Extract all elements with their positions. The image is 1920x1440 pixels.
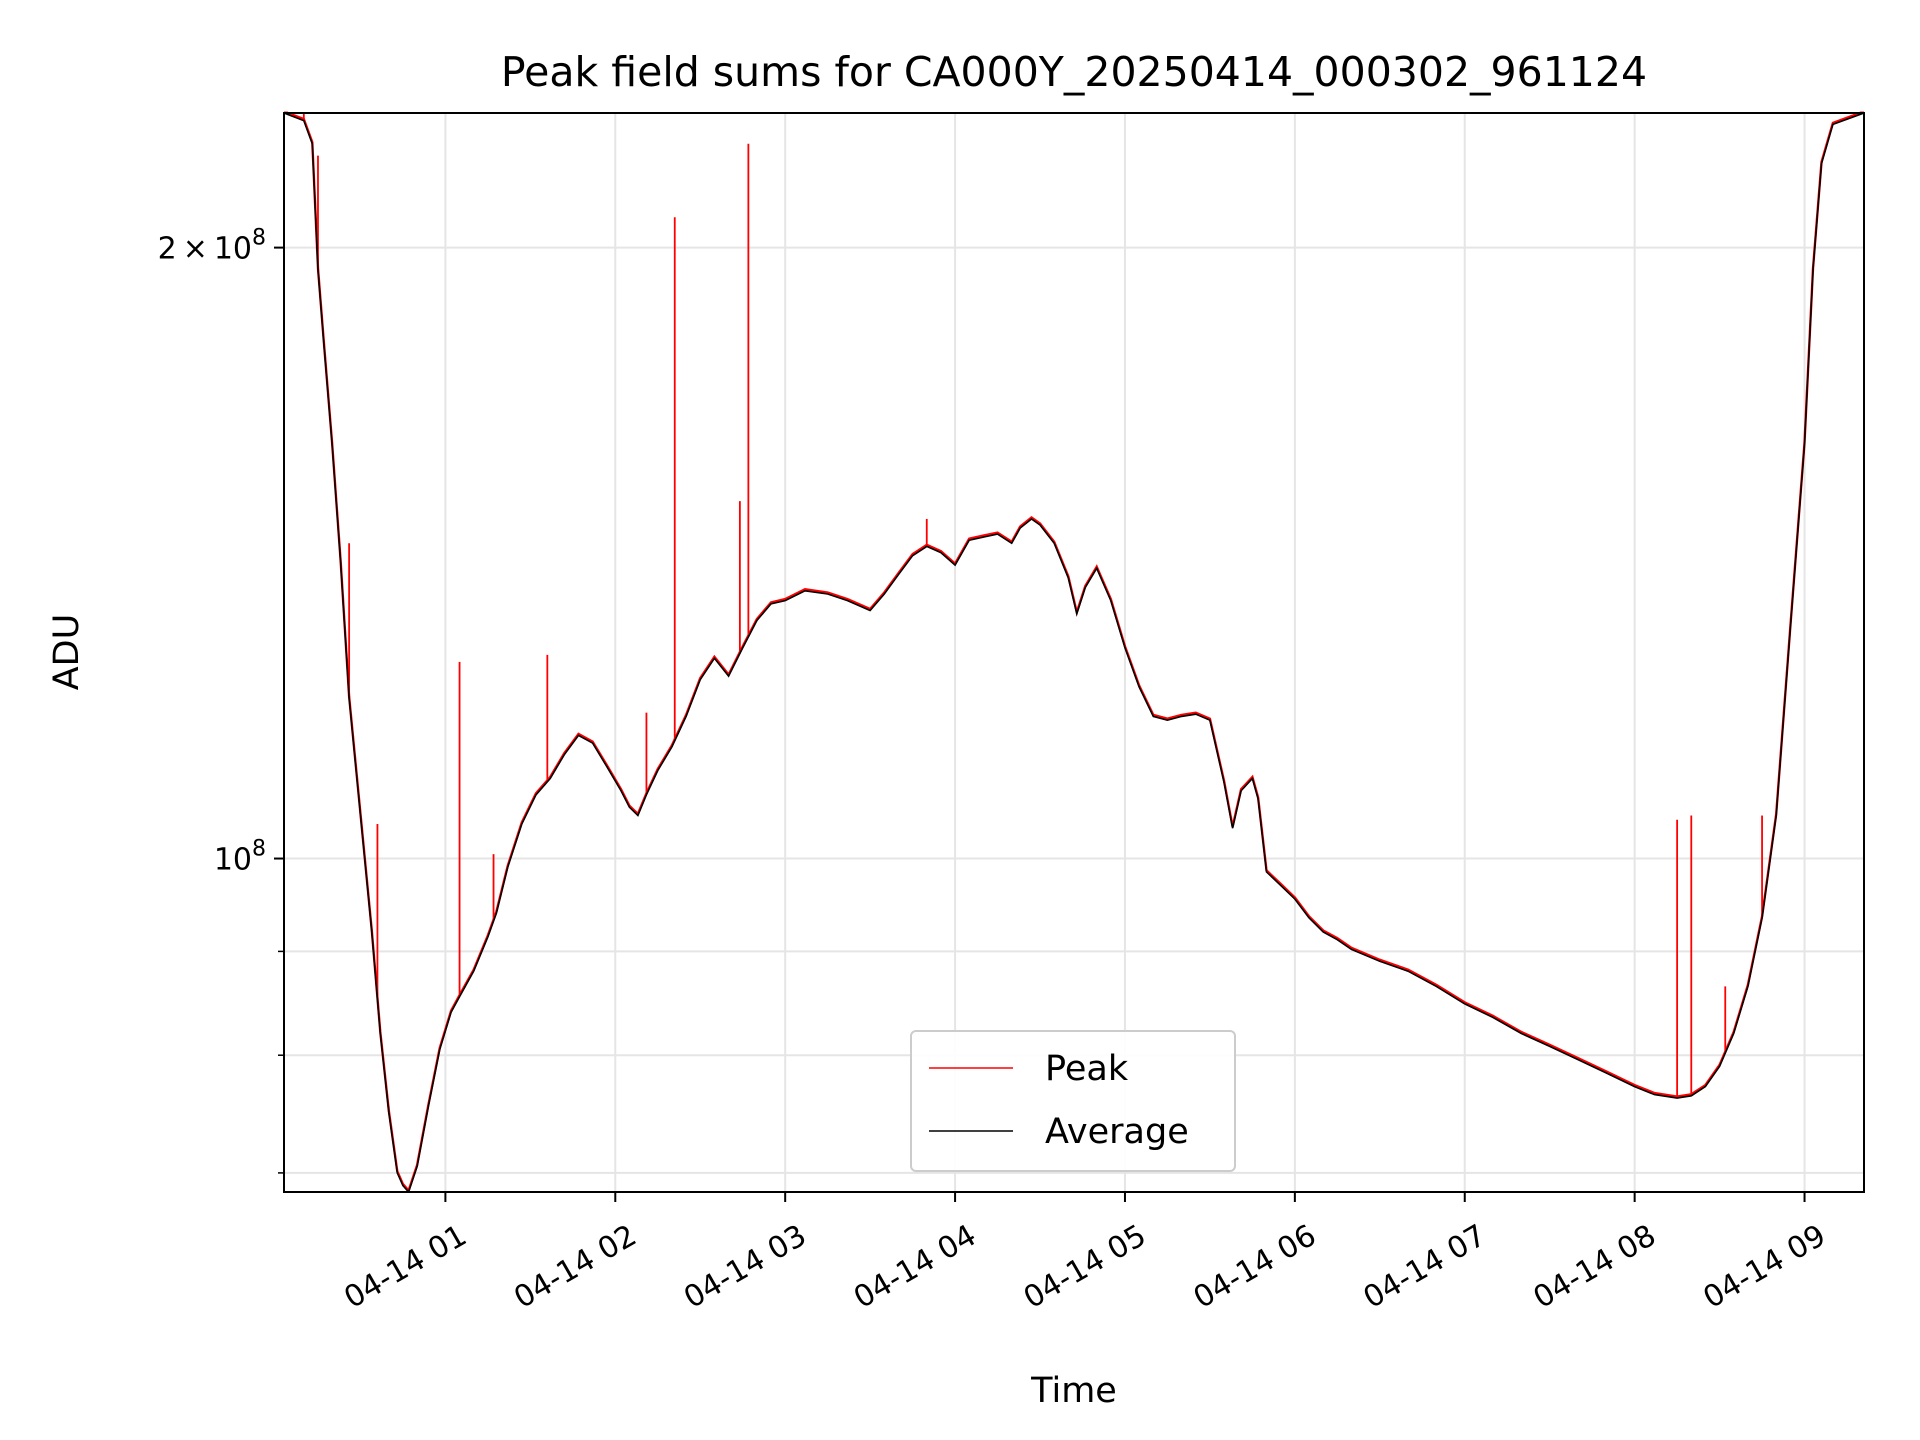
y-axis-label: ADU	[47, 614, 87, 691]
legend-frame	[910, 1030, 1236, 1172]
legend-label-average: Average	[1045, 1112, 1189, 1152]
chart-title: Peak field sums for CA000Y_20250414_0003…	[501, 48, 1647, 96]
plot-frame	[283, 112, 1865, 1193]
series-line-average	[284, 113, 1864, 1192]
series-layer	[284, 111, 1864, 1192]
x-axis-label: Time	[1030, 1371, 1117, 1411]
y-tick-label: 2 × 108	[158, 226, 266, 267]
y-tick-label: 108	[214, 837, 266, 878]
grid-lines	[284, 113, 1864, 1192]
legend-label-peak: Peak	[1045, 1049, 1129, 1089]
legend: Peak Average	[910, 1030, 1236, 1172]
